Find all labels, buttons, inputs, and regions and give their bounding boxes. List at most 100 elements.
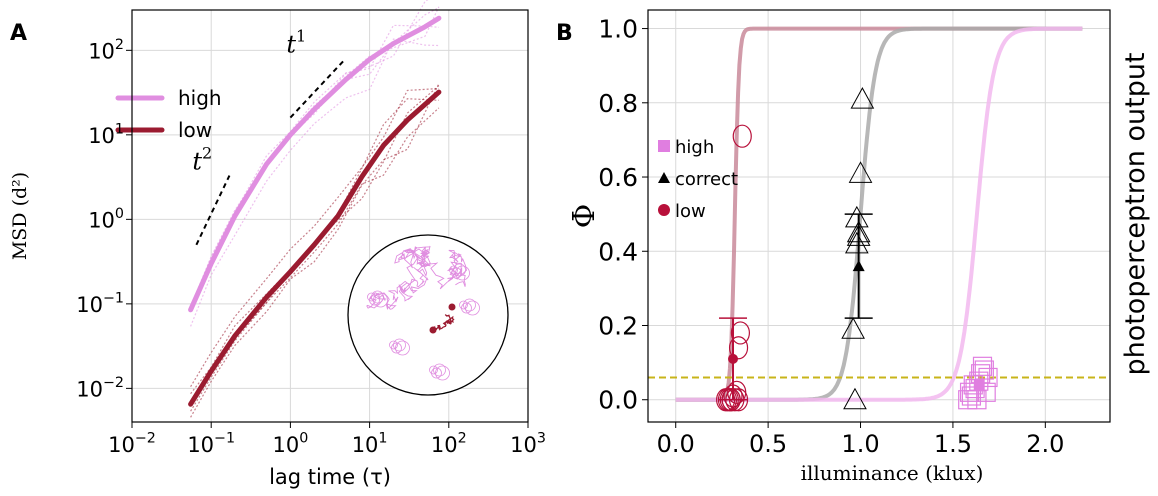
- inset-low-cluster: [429, 326, 437, 334]
- panel-a-slope-label: t1: [286, 27, 306, 59]
- panel-a-legend-label-low: low: [178, 118, 212, 142]
- inset-high-loop: [433, 363, 446, 377]
- panel-a-ytick-label: 101: [88, 121, 124, 147]
- panel-a-trajectory-line: [190, 107, 440, 412]
- panel-a-xtick-label: 103: [510, 431, 546, 457]
- panel-a-label: A: [10, 21, 27, 46]
- panel-a-trajectory-line: [190, 6, 440, 310]
- inset-high-loop: [367, 292, 376, 302]
- inset-high-trajectory: [366, 245, 467, 310]
- panel-b-legend-marker-low: [658, 204, 670, 216]
- panel-b-point-high: [976, 382, 996, 402]
- panel-b-point-correct: [841, 317, 865, 339]
- panel-b-legend-marker-high: [658, 140, 670, 152]
- panel-a-xtick-label: 102: [431, 431, 467, 457]
- panel-a-slope-line: [195, 175, 231, 246]
- inset-high-loop: [373, 292, 388, 308]
- inset-high-loop: [449, 265, 458, 275]
- panel-b-xtick-label: 0.5: [749, 430, 787, 458]
- panel-a-ticks: 10−2 10−1 100 101 102 103 10−2 10−1 100 101 102: [76, 37, 546, 457]
- panel-b-point-high: [959, 382, 980, 402]
- inset-high-loop: [431, 367, 442, 379]
- panel-b-mean-low: [728, 353, 739, 364]
- inset-boundary-circle: [347, 234, 509, 396]
- panel-a-xtick-label: 10−1: [187, 431, 235, 457]
- panel-b-ytick-label: 0.2: [598, 311, 638, 340]
- panel-b-ytick-label: 1.0: [598, 15, 638, 44]
- panel-b-points: [716, 87, 998, 412]
- panel-b-xtick-label: 2.0: [1026, 430, 1064, 458]
- panel-b-legend-label-high: high: [675, 137, 714, 158]
- panel-b-xlabel: illuminance (klux): [801, 461, 984, 485]
- inset-high-loop: [389, 340, 398, 350]
- panel-b-ticks: 0.0 0.5 1.0 1.5 2.0 0.0 0.2 0.4 0.6 0.8 1.0: [598, 15, 1064, 458]
- panel-b-sigmoid-low: [675, 26, 1083, 402]
- circular-trajectory-inset: [347, 234, 509, 396]
- panel-b-xtick-label: 0.0: [657, 430, 695, 458]
- panel-a-slope-label: t2: [192, 144, 212, 176]
- inset-low-trajectory: [432, 314, 455, 331]
- panel-b-point-correct: [844, 231, 869, 254]
- panel-b-point-high: [974, 360, 994, 380]
- panel-b-point-correct: [843, 387, 867, 410]
- panel-a-series-low: [188, 89, 442, 407]
- panel-a-series-high: [188, 15, 442, 313]
- panel-a-xlabel: lag time (τ): [269, 465, 391, 489]
- panel-b-legend: high correct low: [658, 137, 738, 222]
- panel-b-point-correct: [844, 205, 869, 228]
- panel-b-y2label: photoperceptron output: [1120, 52, 1151, 375]
- panel-a-slope-line: [289, 57, 347, 119]
- panel-a-ytick-label: 10−2: [76, 375, 124, 401]
- panel-b-xtick-label: 1.0: [841, 430, 879, 458]
- panel-b-ytick-label: 0.6: [598, 163, 638, 192]
- panel-b-grid: [648, 10, 1110, 422]
- panel-b-mean-high: [973, 379, 984, 390]
- panel-b-ylabel: Φ: [567, 204, 602, 229]
- inset-high-loop: [465, 300, 480, 316]
- panel-a-legend-label-high: high: [178, 86, 222, 110]
- panel-a-ytick-label: 100: [88, 206, 124, 232]
- panel-b-point-high: [978, 367, 998, 388]
- panel-a-xtick-label: 100: [272, 431, 308, 457]
- panel-a-trajectory-line: [190, 7, 440, 307]
- panel-b-point-low: [730, 321, 751, 345]
- panel-b-ytick-label: 0.8: [598, 89, 638, 118]
- inset-high-loop: [395, 340, 410, 356]
- panel-a-ytick-label: 102: [88, 37, 124, 63]
- panel-a-frame: [131, 9, 529, 423]
- panel-b-legend-label-low: low: [675, 201, 706, 222]
- inset-high-loop: [455, 265, 470, 281]
- inset-high-loop: [391, 342, 402, 354]
- panel-b-ytick-label: 0.4: [598, 237, 638, 266]
- panel-b-point-low: [732, 124, 752, 148]
- panel-b-point-low: [728, 336, 749, 360]
- inset-high-loop: [369, 294, 380, 306]
- inset-high-loop: [463, 298, 476, 312]
- panel-a-ytick-label: 10−1: [76, 290, 124, 316]
- inset-low-cluster: [448, 303, 456, 311]
- panel-b-point-correct: [848, 161, 873, 183]
- panel-b-ytick-label: 0.0: [598, 386, 638, 415]
- panel-a-annotations: t2 t1: [192, 27, 347, 246]
- panel-b-legend-label-correct: correct: [675, 169, 738, 190]
- panel-b-frame: [647, 9, 1111, 423]
- panel-a-trajectory-line: [190, 87, 439, 388]
- inset-high-loop: [451, 267, 462, 279]
- panel-b-point-high: [961, 386, 982, 406]
- inset-high-loop: [371, 290, 384, 304]
- panel-b-legend-marker-correct: [658, 172, 670, 183]
- inset-high-loop: [453, 263, 466, 277]
- inset-high-loop: [459, 300, 468, 310]
- panel-a-trajectory-line: [190, 83, 440, 418]
- panel-b-label: B: [556, 21, 573, 46]
- inset-high-loop: [461, 302, 472, 314]
- panel-a-series: [188, 0, 442, 418]
- panel-a-legend: high low: [115, 86, 222, 142]
- panel-b-sigmoids: [648, 26, 1110, 402]
- panel-a-ylabel: MSD (d²): [9, 172, 31, 260]
- panel-a-xtick-label: 101: [352, 431, 388, 457]
- inset-high-loop: [393, 338, 406, 352]
